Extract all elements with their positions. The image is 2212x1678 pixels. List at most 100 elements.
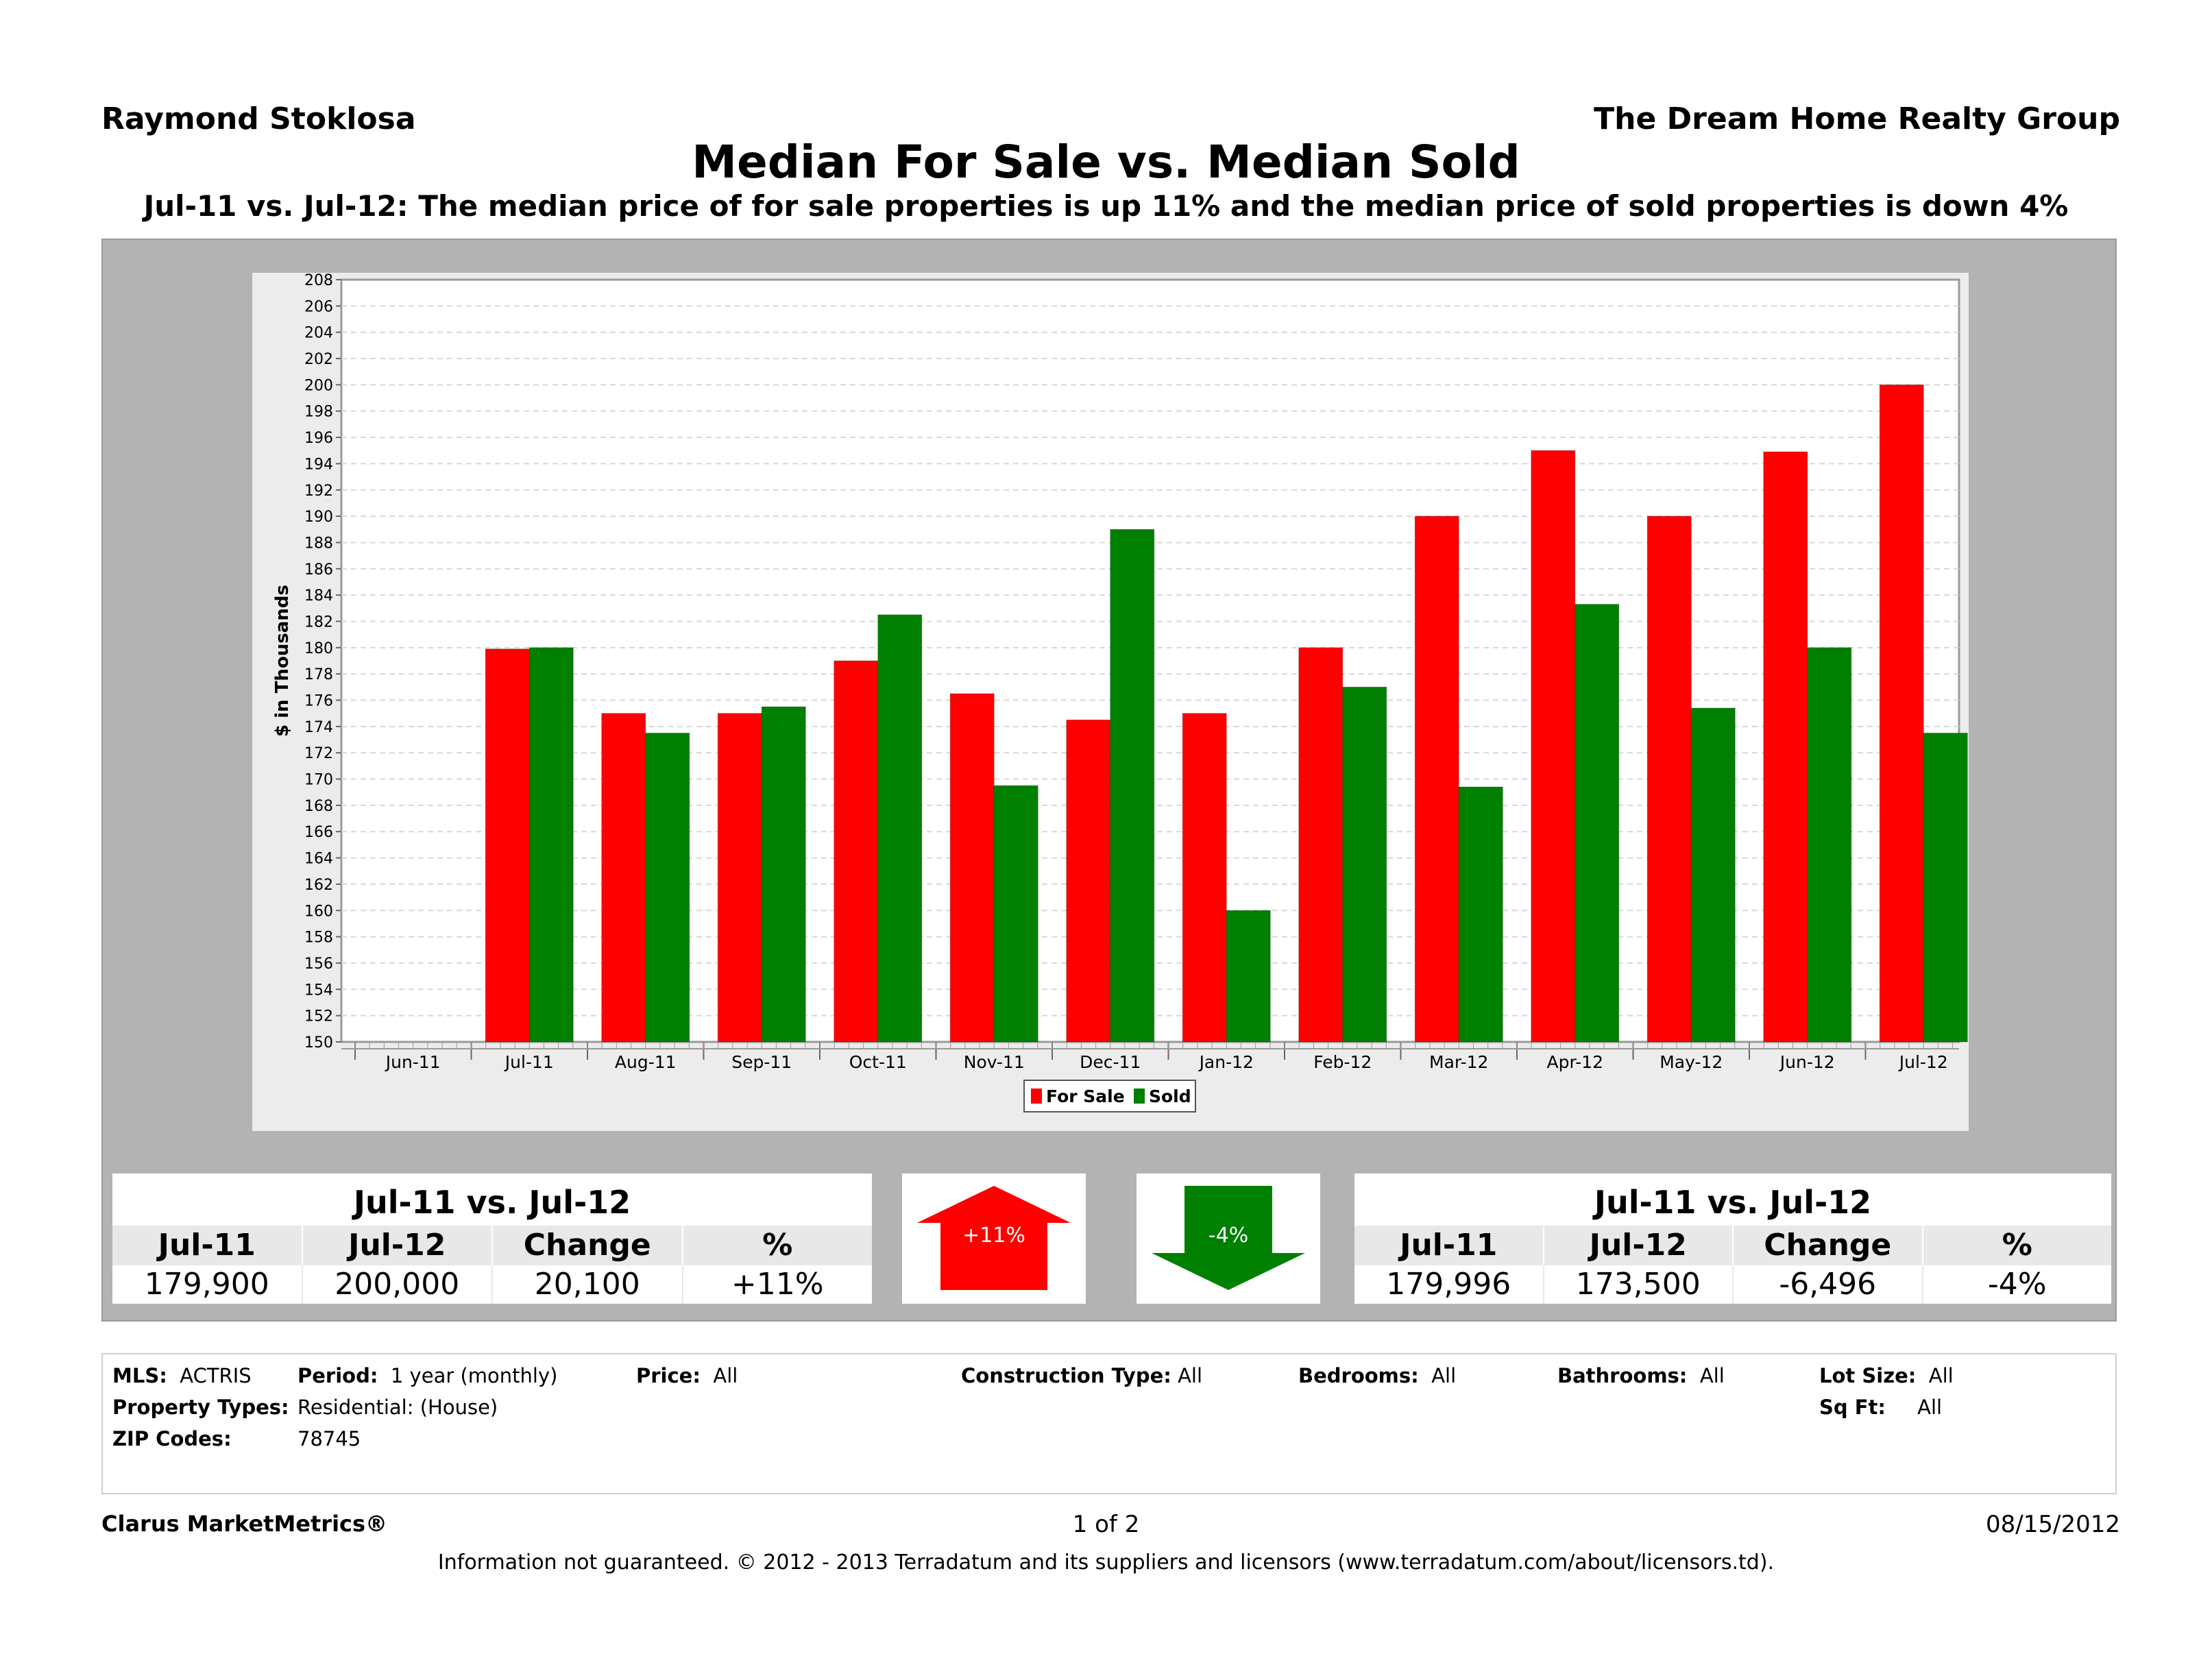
- page-number: 1 of 2: [1072, 1511, 1140, 1538]
- filter-bedrooms-value: All: [1431, 1364, 1457, 1387]
- filter-period: Period: 1 year (monthly): [297, 1364, 557, 1387]
- filter-lotsize-value: All: [1928, 1364, 1954, 1387]
- filter-sqft: Sq Ft: All: [1819, 1396, 1942, 1419]
- x-tick-label: Nov-11: [964, 1052, 1025, 1072]
- x-tick-label: Jun-12: [1779, 1052, 1835, 1072]
- x-tick-label: Aug-11: [615, 1052, 677, 1072]
- filter-bedrooms-label: Bedrooms:: [1298, 1364, 1419, 1387]
- forsale-bar-jul-12: [1879, 384, 1924, 1043]
- filter-bathrooms-label: Bathrooms:: [1557, 1364, 1688, 1387]
- sold-bar-feb-12: [1342, 686, 1387, 1043]
- sold-stats-title: Jul-11 vs. Jul-12: [1594, 1184, 1872, 1221]
- x-tick-label: Jul-12: [1898, 1052, 1948, 1072]
- filter-lotsize: Lot Size: All: [1819, 1364, 1954, 1387]
- sold-bar-dec-11: [1110, 528, 1155, 1043]
- y-tick-label: 160: [304, 903, 333, 920]
- up-arrow-label: +11%: [962, 1224, 1025, 1248]
- y-tick-label: 168: [304, 798, 333, 815]
- y-tick-label: 176: [304, 693, 333, 710]
- sold-bar-aug-11: [645, 732, 690, 1043]
- filter-construction-value: All: [1178, 1364, 1203, 1387]
- up-arrow-box: +11%: [902, 1174, 1086, 1304]
- filter-proptypes-value: Residential: (House): [297, 1396, 498, 1419]
- filter-construction: Construction Type: All: [961, 1364, 1202, 1387]
- filter-sqft-label: Sq Ft:: [1819, 1396, 1886, 1419]
- sold-bar-sep-11: [761, 706, 806, 1043]
- forsale-header-percent: %: [762, 1228, 793, 1263]
- y-tick-label: 184: [304, 587, 333, 605]
- sold-bar-nov-11: [993, 785, 1038, 1043]
- up-arrow-icon: +11%: [917, 1186, 1071, 1290]
- sold-value-percent: -4%: [1987, 1267, 2047, 1302]
- sold-bar-jul-12: [1923, 732, 1968, 1043]
- legend-forsale-swatch: [1031, 1089, 1042, 1104]
- filter-price-value: All: [713, 1364, 738, 1387]
- legend-sold-swatch: [1134, 1089, 1145, 1104]
- y-tick-label: 158: [304, 929, 333, 947]
- y-tick-label: 152: [304, 1008, 333, 1025]
- x-tick-label: Mar-12: [1429, 1052, 1488, 1072]
- forsale-bar-sep-11: [717, 713, 762, 1043]
- y-tick-label: 208: [304, 273, 333, 289]
- y-tick-label: 164: [304, 851, 333, 868]
- filter-zip-value: 78745: [297, 1427, 361, 1450]
- filter-zip-value-wrap: 78745: [297, 1427, 361, 1450]
- sold-value-change: -6,496: [1734, 1265, 1923, 1304]
- y-tick-label: 204: [304, 325, 333, 342]
- forsale-bar-jan-12: [1182, 713, 1227, 1043]
- filter-period-value: 1 year (monthly): [390, 1364, 558, 1387]
- down-arrow-box: -4%: [1137, 1174, 1320, 1304]
- filter-sqft-value: All: [1917, 1396, 1943, 1419]
- forsale-value-end: 200,000: [303, 1265, 493, 1304]
- sold-bar-apr-12: [1575, 604, 1620, 1043]
- y-tick-label: 150: [304, 1034, 333, 1051]
- sold-bar-may-12: [1690, 707, 1736, 1043]
- filter-price-label: Price:: [636, 1364, 701, 1387]
- sold-header-end: Jul-12: [1544, 1226, 1734, 1265]
- report-title: Median For Sale vs. Median Sold: [692, 136, 1520, 189]
- filter-zip: ZIP Codes:: [112, 1427, 232, 1450]
- y-tick-label: 200: [304, 377, 333, 394]
- filter-period-label: Period:: [297, 1364, 378, 1387]
- filter-proptypes-label: Property Types:: [112, 1396, 289, 1419]
- x-tick-label: May-12: [1660, 1052, 1723, 1072]
- x-tick-label: Feb-12: [1313, 1052, 1372, 1072]
- x-tick-label: Oct-11: [849, 1052, 907, 1072]
- y-tick-label: 182: [304, 613, 333, 631]
- legend: [1023, 1080, 1196, 1112]
- forsale-stats-table: Jul-11 vs. Jul-12 Jul-11 Jul-12 Change %…: [112, 1174, 872, 1304]
- down-arrow-label: -4%: [1208, 1224, 1248, 1248]
- filter-property-types-value: Residential: (House): [297, 1396, 498, 1419]
- sold-bar-jun-12: [1807, 647, 1852, 1043]
- filter-mls: MLS: ACTRIS: [112, 1364, 252, 1387]
- x-tick-label: Dec-11: [1080, 1052, 1141, 1072]
- filter-lotsize-label: Lot Size:: [1819, 1364, 1917, 1387]
- forsale-bar-may-12: [1646, 515, 1692, 1043]
- y-tick-label: 166: [304, 824, 333, 841]
- filter-property-types: Property Types:: [112, 1396, 289, 1419]
- y-tick-label: 198: [304, 404, 333, 421]
- sold-stats-header: Jul-11 Jul-12 Change %: [1354, 1226, 2111, 1265]
- x-tick-label: Jun-11: [385, 1052, 441, 1072]
- x-tick-label: Apr-12: [1547, 1052, 1603, 1072]
- filter-mls-label: MLS:: [112, 1364, 167, 1387]
- forsale-bar-jun-12: [1763, 451, 1808, 1043]
- y-tick-label: 156: [304, 956, 333, 973]
- filter-bedrooms: Bedrooms: All: [1298, 1364, 1456, 1387]
- y-tick-label: 206: [304, 298, 333, 315]
- y-axis-label: $ in Thousands: [272, 585, 293, 737]
- forsale-bar-apr-12: [1531, 450, 1576, 1043]
- sold-bar-mar-12: [1458, 786, 1503, 1043]
- y-tick-label: 162: [304, 877, 333, 894]
- forsale-stats-values: 179,900 200,000 20,100 +11%: [112, 1265, 872, 1304]
- forsale-bar-mar-12: [1414, 515, 1459, 1043]
- x-tick-label: Jul-11: [504, 1052, 554, 1072]
- forsale-header-start: Jul-11: [112, 1226, 303, 1265]
- y-tick-label: 190: [304, 509, 333, 526]
- report-date: 08/15/2012: [1986, 1511, 2120, 1538]
- filter-zip-label: ZIP Codes:: [112, 1427, 232, 1450]
- brand-footer: Clarus MarketMetrics®: [101, 1511, 388, 1537]
- agent-name: Raymond Stoklosa: [101, 101, 416, 136]
- forsale-bar-dec-11: [1066, 719, 1111, 1043]
- forsale-value-percent: +11%: [731, 1267, 824, 1302]
